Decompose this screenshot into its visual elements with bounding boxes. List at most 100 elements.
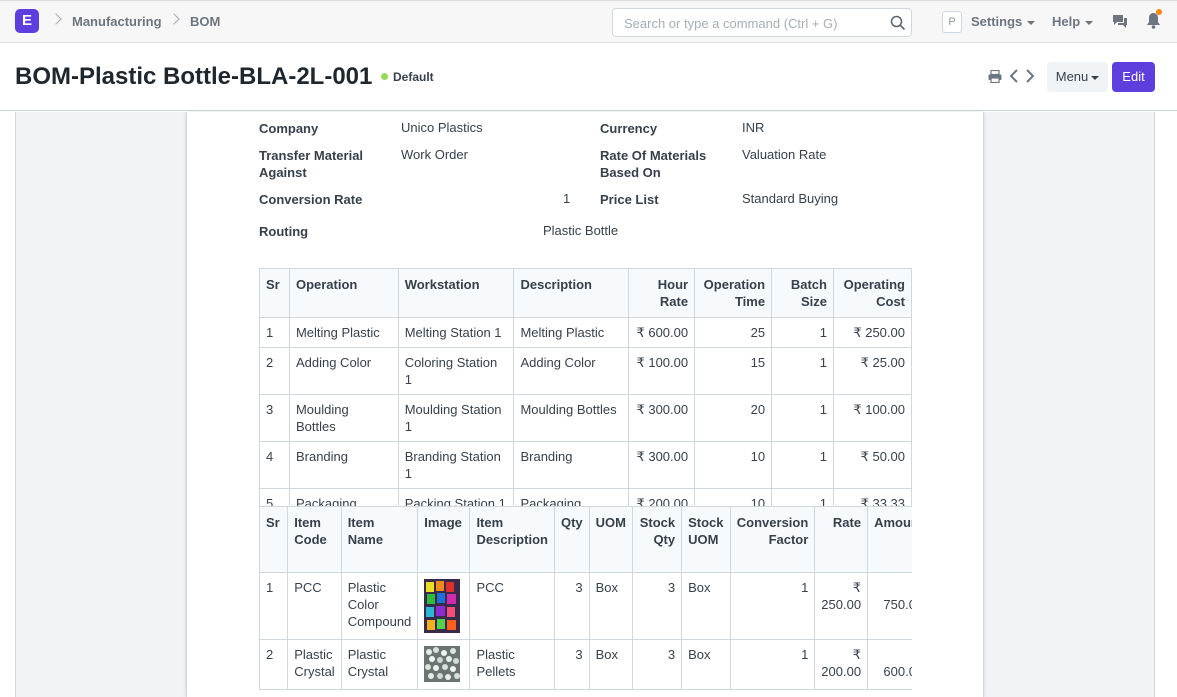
- cell-sr: 4: [259, 441, 290, 489]
- color-compound-thumbnail-icon: [424, 579, 461, 633]
- chevron-right-icon[interactable]: [1025, 69, 1035, 83]
- table-row: 2 Plastic Crystal Plastic Crystal Plastic P…: [259, 639, 912, 690]
- transfer-material-value: Work Order: [401, 147, 468, 162]
- menu-label: Menu: [1055, 69, 1089, 84]
- cell-rate: ₹200.00: [814, 639, 869, 690]
- cell-qty: 3: [553, 639, 590, 690]
- table-header-row: Sr Operation Workstation Description Hou…: [259, 268, 913, 318]
- search-icon[interactable]: [890, 15, 906, 31]
- conversion-rate-label: Conversion Rate: [259, 192, 363, 207]
- cell-hour-rate: ₹ 300.00: [628, 441, 696, 489]
- cell-item-code: PCC: [287, 572, 342, 640]
- cell-amount: ₹750.00: [867, 572, 912, 640]
- search-placeholder: Search or type a command (Ctrl + G): [624, 16, 838, 31]
- bell-icon[interactable]: [1146, 12, 1161, 29]
- cell-workstation: Moulding Station 1: [397, 394, 515, 442]
- cell-hour-rate: ₹ 100.00: [628, 347, 696, 395]
- cell-item-description: Plastic Pellets: [469, 639, 555, 690]
- help-dropdown[interactable]: Help: [1052, 14, 1094, 29]
- cell-time: 15: [694, 347, 773, 395]
- chevron-left-icon[interactable]: [1009, 69, 1019, 83]
- table-row: 4 Branding Branding Station 1 Branding ₹…: [259, 441, 913, 489]
- cell-time: 10: [694, 441, 773, 489]
- table-row: 3 Moulding Bottles Moulding Station 1 Mo…: [259, 394, 913, 442]
- col-qty: Qty: [553, 506, 590, 573]
- cell-stock-qty: 3: [631, 639, 683, 690]
- cell-uom: Box: [588, 639, 633, 690]
- cell-image: [417, 572, 471, 640]
- help-label: Help: [1052, 14, 1081, 29]
- caret-down-icon: [1085, 20, 1094, 25]
- col-operation-time: Operation Time: [694, 268, 773, 318]
- routing-label: Routing: [259, 224, 309, 239]
- cell-operation: Branding: [288, 441, 399, 489]
- cell-time: 25: [694, 317, 773, 348]
- company-value: Unico Plastics: [401, 120, 483, 135]
- cell-image: [417, 639, 471, 690]
- col-item-description: Item Description: [469, 506, 555, 573]
- cell-operation: Melting Plastic: [288, 317, 399, 348]
- cell-workstation: Melting Station 1: [397, 317, 515, 348]
- cell-item-code: Plastic Crystal: [287, 639, 342, 690]
- chat-icon[interactable]: [1112, 13, 1128, 29]
- cell-time: 20: [694, 394, 773, 442]
- cell-workstation: Branding Station 1: [397, 441, 515, 489]
- cell-description: Adding Color: [513, 347, 630, 395]
- navbar: E Manufacturing BOM Search or type a com…: [0, 0, 1177, 43]
- cell-hour-rate: ₹ 300.00: [628, 394, 696, 442]
- cell-stock-uom: Box: [681, 639, 731, 690]
- col-sr: Sr: [259, 506, 289, 573]
- items-table-clip: Sr Item Code Item Name Image Item Descripti…: [259, 506, 912, 697]
- cell-cost: ₹ 50.00: [832, 441, 913, 489]
- col-operating-cost: Operating Cost: [832, 268, 913, 318]
- breadcrumb-bom[interactable]: BOM: [190, 14, 221, 29]
- print-icon[interactable]: [988, 70, 1002, 83]
- cell-qty: 3: [553, 572, 590, 640]
- cell-sr: 2: [259, 639, 289, 690]
- items-table: Sr Item Code Item Name Image Item Descripti…: [259, 506, 912, 690]
- col-conversion-factor: Conversion Factor: [729, 506, 816, 573]
- rate-basis-label-line1: Rate Of Materials: [600, 148, 707, 163]
- avatar[interactable]: P: [942, 11, 962, 33]
- col-image: Image: [417, 506, 471, 573]
- cell-stock-qty: 3: [631, 572, 683, 640]
- cell-stock-uom: Box: [681, 572, 731, 640]
- price-list-label: Price List: [600, 192, 659, 207]
- menu-button[interactable]: Menu: [1047, 62, 1108, 92]
- cell-sr: 1: [259, 317, 290, 348]
- price-list-value: Standard Buying: [742, 191, 839, 206]
- table-row: 1 PCC Plastic Color Compound PCC 3: [259, 572, 912, 640]
- table-row: 1 Melting Plastic Melting Station 1 Melt…: [259, 317, 913, 348]
- cell-sr: 2: [259, 347, 290, 395]
- settings-dropdown[interactable]: Settings: [971, 14, 1036, 29]
- currency-value: INR: [742, 120, 765, 135]
- cell-cost: ₹ 100.00: [832, 394, 913, 442]
- edit-button[interactable]: Edit: [1112, 62, 1155, 92]
- transfer-material-label-line1: Transfer Material: [259, 148, 364, 163]
- conversion-rate-value: 1: [563, 191, 571, 206]
- breadcrumb-manufacturing[interactable]: Manufacturing: [72, 14, 162, 29]
- caret-down-icon: [1091, 75, 1100, 80]
- search-input[interactable]: Search or type a command (Ctrl + G): [612, 8, 912, 37]
- cell-sr: 1: [259, 572, 289, 640]
- cell-batch: 1: [771, 347, 834, 395]
- rate-basis-label: Rate Of Materials Based On: [600, 147, 706, 181]
- col-batch-size: Batch Size: [771, 268, 834, 318]
- table-row: 2 Adding Color Coloring Station 1 Adding…: [259, 347, 913, 395]
- app-logo[interactable]: E: [15, 9, 39, 33]
- transfer-material-label-line2: Against: [259, 165, 307, 180]
- cell-workstation: Coloring Station 1: [397, 347, 515, 395]
- cell-description: Melting Plastic: [513, 317, 630, 348]
- col-item-code: Item Code: [287, 506, 342, 573]
- col-stock-uom: Stock UOM: [681, 506, 731, 573]
- routing-value: Plastic Bottle: [543, 223, 619, 238]
- caret-down-icon: [1027, 20, 1036, 25]
- cell-cost: ₹ 250.00: [832, 317, 913, 348]
- plastic-pellets-thumbnail-icon: [424, 646, 461, 682]
- status-indicator: Default: [381, 70, 434, 84]
- chevron-right-icon: [50, 13, 62, 25]
- cell-description: Moulding Bottles: [513, 394, 630, 442]
- cell-hour-rate: ₹ 600.00: [628, 317, 696, 348]
- cell-amount: ₹600.00: [867, 639, 912, 690]
- print-preview-sheet: Company Unico Plastics Currency INR Tran…: [186, 112, 984, 697]
